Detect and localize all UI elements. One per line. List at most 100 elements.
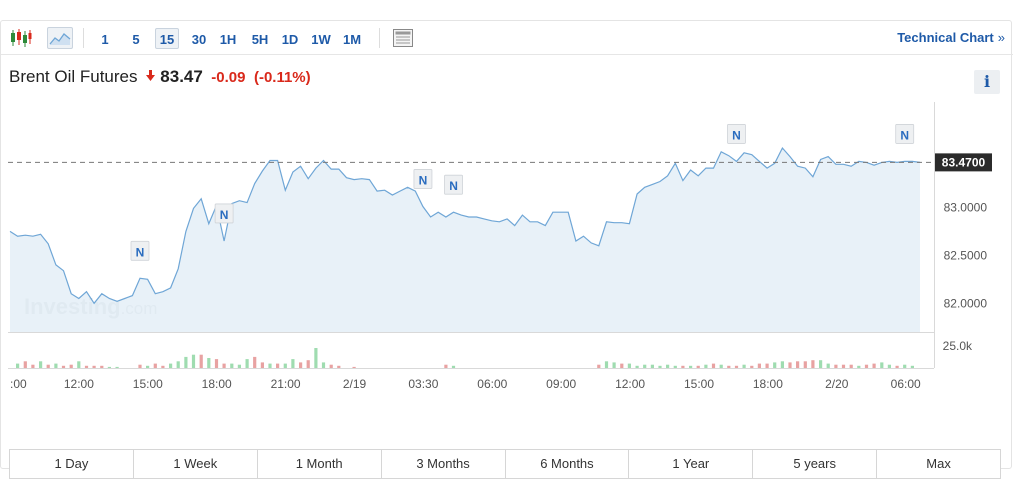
news-marker[interactable] [727, 124, 746, 144]
volume-bar [811, 360, 815, 368]
volume-bar [620, 363, 624, 368]
interval-1h-button[interactable]: 1H [219, 32, 237, 47]
volume-bar [100, 365, 104, 368]
volume-bar [864, 364, 869, 368]
volume-bar [643, 364, 647, 368]
volume-bar [857, 365, 861, 368]
price-change: -0.09 [211, 69, 246, 86]
volume-bar [230, 363, 234, 368]
range-1-day-button[interactable]: 1 Day [10, 450, 134, 478]
volume-bar [283, 363, 287, 368]
volume-bar [696, 365, 700, 368]
volume-bar [757, 363, 761, 368]
interval-5h-button[interactable]: 5H [251, 32, 269, 47]
news-marker-label: N [449, 179, 458, 193]
price-change-percent: (-0.11%) [253, 69, 311, 86]
volume-bar [627, 363, 631, 368]
volume-bar [612, 362, 616, 368]
last-price-tag [935, 153, 992, 172]
volume-bar [650, 364, 654, 368]
news-marker[interactable] [214, 203, 234, 224]
volume-bar [681, 365, 685, 368]
volume-bar [352, 366, 356, 368]
volume-bar [291, 359, 295, 368]
volume-bar [895, 365, 899, 368]
volume-bar [841, 364, 846, 368]
volume-bar [184, 356, 188, 368]
time-range-selector: 1 Day 1 Week 1 Month 3 Months 6 Months 1 Year… [9, 449, 1001, 479]
x-tick-label: 06:00 [477, 377, 507, 391]
news-marker[interactable] [413, 169, 433, 189]
news-marker-label: N [900, 128, 909, 142]
volume-bar [268, 363, 272, 368]
volume-bar [689, 365, 693, 368]
news-marker-label: N [732, 128, 741, 142]
technical-chart-link[interactable]: Technical Chart» [897, 30, 1005, 45]
volume-bar [337, 365, 341, 368]
news-marker[interactable] [895, 124, 915, 144]
data-table-icon[interactable] [391, 27, 415, 49]
volume-bar [451, 365, 456, 368]
volume-bar [146, 365, 150, 368]
interval-30-button[interactable]: 30 [191, 32, 207, 47]
news-marker-label: N [419, 173, 428, 187]
price-chart[interactable]: Investing.com83.470082.000082.500083.000… [0, 0, 1018, 420]
volume-bar [765, 363, 769, 368]
volume-bar [780, 361, 784, 368]
volume-bar [214, 359, 219, 368]
interval-1w-button[interactable]: 1W [311, 32, 331, 47]
range-5-years-button[interactable]: 5 years [753, 450, 878, 478]
volume-bar [819, 360, 823, 368]
interval-1m-button[interactable]: 1M [342, 32, 362, 47]
volume-bar [61, 365, 66, 368]
last-price-label: 83.4700 [942, 155, 986, 169]
volume-bar [666, 364, 670, 368]
interval-1d-button[interactable]: 1D [281, 32, 299, 47]
x-tick-label: 2/20 [825, 377, 849, 391]
volume-bar [276, 363, 280, 368]
range-1-month-button[interactable]: 1 Month [257, 450, 382, 478]
volume-bar [849, 364, 853, 368]
volume-bar [31, 364, 35, 368]
volume-bar [77, 361, 81, 368]
x-tick-label: 12:00 [615, 377, 645, 391]
volume-bar [161, 365, 165, 368]
quote-header: Brent Oil Futures 83.47 -0.09 (-0.11%) [9, 67, 311, 87]
x-tick-label: 09:00 [546, 377, 576, 391]
interval-1-button[interactable]: 1 [101, 32, 109, 47]
range-1-year-button[interactable]: 1 Year [629, 450, 754, 478]
interval-15-button[interactable]: 15 [155, 28, 179, 49]
volume-bar [299, 362, 303, 368]
volume-bar [92, 365, 96, 368]
volume-bar [773, 362, 777, 368]
news-marker[interactable] [130, 240, 150, 261]
interval-5-button[interactable]: 5 [132, 32, 140, 47]
range-max-button[interactable]: Max [877, 450, 1000, 478]
area-chart-icon[interactable] [47, 27, 73, 49]
volume-bar [153, 363, 157, 368]
volume-bar [84, 365, 89, 368]
volume-bar [222, 363, 226, 368]
x-tick-label: 15:00 [133, 377, 163, 391]
volume-bar [597, 364, 601, 368]
volume-bar [880, 362, 884, 368]
price-area [10, 148, 920, 332]
volume-bar [199, 354, 203, 368]
x-tick-label: 18:00 [202, 377, 232, 391]
chart-toolbar: 1 5 15 30 1H 5H 1D 1W 1M Technical Chart» [1, 21, 1013, 55]
range-6-months-button[interactable]: 6 Months [505, 450, 630, 478]
range-3-months-button[interactable]: 3 Months [381, 450, 506, 478]
toolbar-divider [83, 28, 84, 48]
double-chevron-right-icon: » [997, 30, 1005, 45]
x-tick-label: 2/19 [343, 377, 367, 391]
volume-bar [834, 364, 838, 368]
y-tick-label: 83.0000 [944, 200, 988, 214]
news-marker[interactable] [444, 174, 463, 195]
volume-bar [742, 364, 746, 368]
volume-bar [321, 362, 326, 368]
range-1-week-button[interactable]: 1 Week [133, 450, 258, 478]
volume-bar [635, 365, 639, 368]
x-tick-label: 21:00 [271, 377, 301, 391]
info-button[interactable]: i [974, 70, 1000, 94]
candlestick-icon[interactable] [9, 27, 33, 49]
